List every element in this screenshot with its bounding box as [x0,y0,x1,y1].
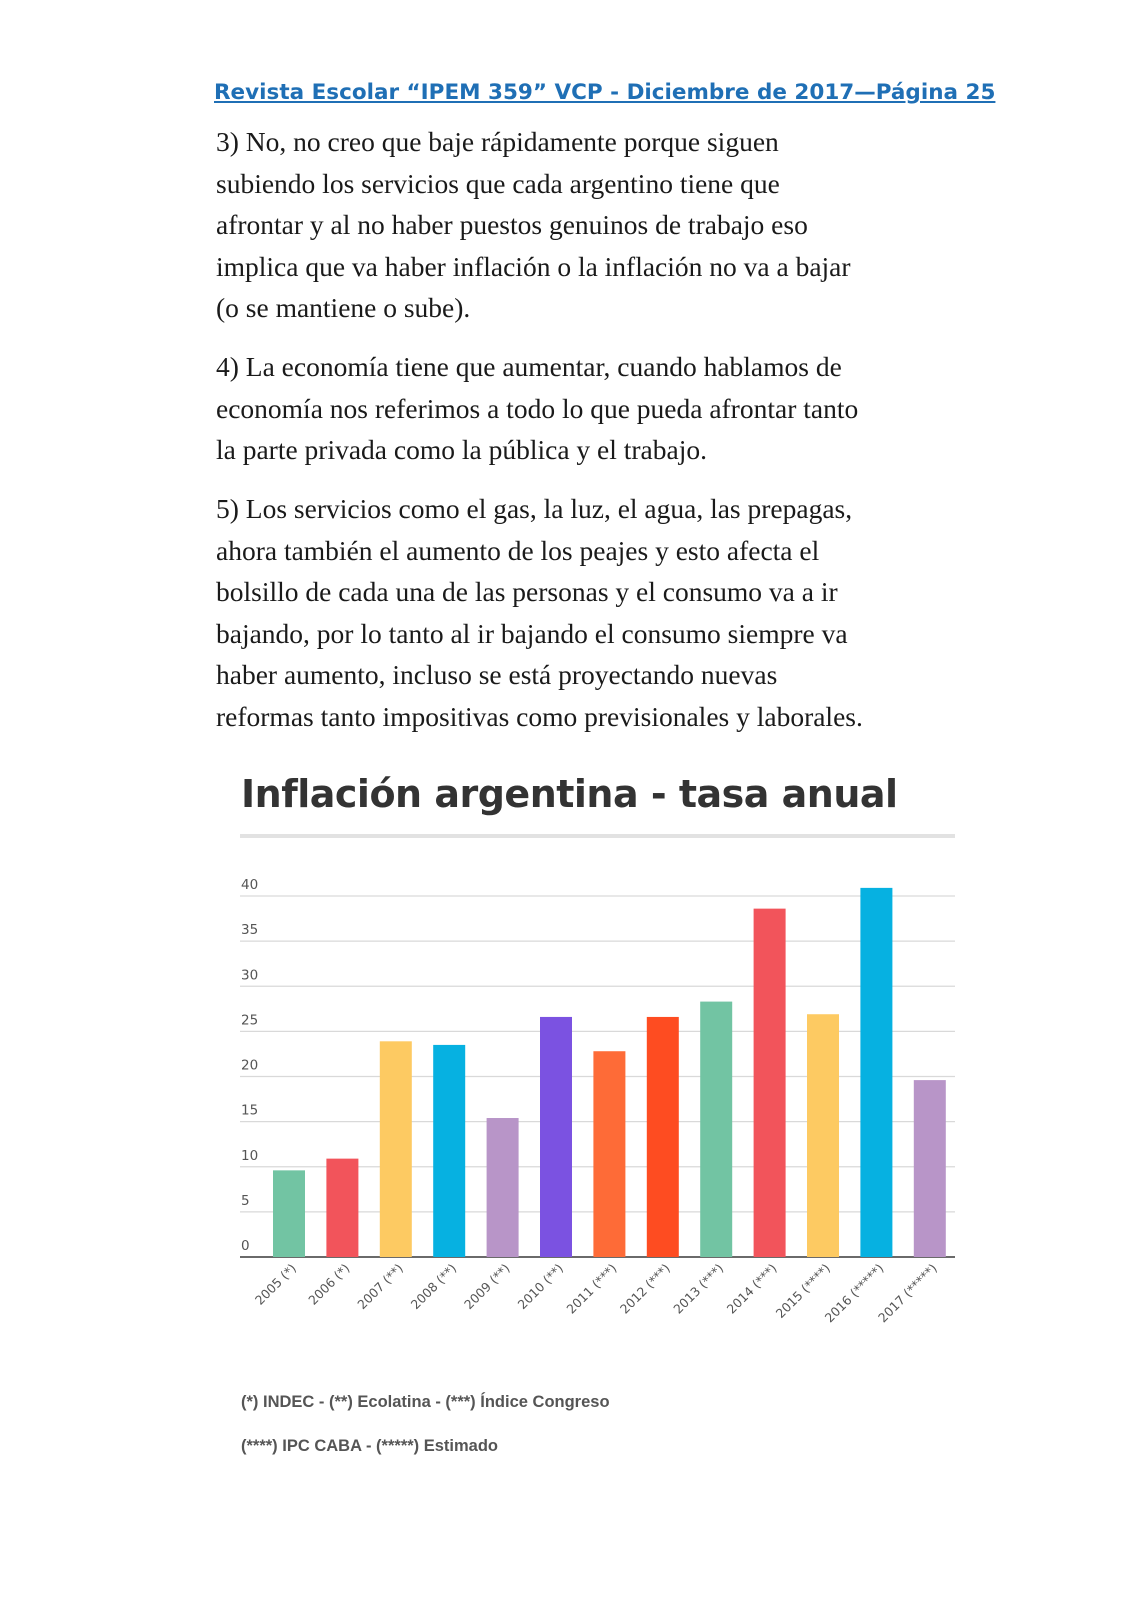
text-line: bolsillo de cada una de las personas y e… [216,576,838,607]
bar [540,1016,572,1257]
chart-source-note: (****) IPC CABA - (*****) Estimado [241,1437,499,1455]
bar [379,1041,412,1257]
y-tick-label: 30 [241,967,258,983]
x-tick-label: 2013 (***) [670,1261,726,1317]
text-line: 5) Los servicios como el gas, la luz, el… [216,493,853,524]
y-tick-label: 10 [241,1148,258,1164]
text-line: haber aumento, incluso se está proyectan… [216,659,778,690]
text-line: subiendo los servicios que cada argentin… [216,167,780,199]
bar [700,1001,733,1257]
y-axis-ticks: 0 5 10 15 20 25 30 35 40 [241,877,258,1254]
x-tick-label: 2011 (***) [563,1261,619,1317]
title-divider [240,834,955,838]
x-tick-label: 2009 (**) [461,1261,513,1313]
bar [486,1118,519,1257]
text-line: 3) No, no creo que baje rápidamente porq… [216,126,779,157]
bar [913,1080,946,1257]
chart-source-note: (*) INDEC - (**) Ecolatina - (***) Índic… [241,1393,610,1411]
text-line: 4) La economía tiene que aumentar, cuand… [216,351,842,382]
paragraph-5: 5) Los servicios como el gas, la luz, el… [216,488,976,737]
text-line: economía nos referimos a todo lo que pue… [216,392,859,424]
y-tick-label: 0 [241,1238,250,1254]
chart-title: Inflación argentina - tasa anual [241,772,898,816]
bar [860,887,893,1257]
text-line: implica que va haber inflación o la infl… [216,250,851,282]
text-line: reformas tanto impositivas como previsio… [216,700,863,732]
text-line: (o se mantiene o sube). [216,292,471,323]
y-tick-label: 35 [241,922,258,938]
bar [433,1044,466,1257]
bar [326,1158,359,1257]
y-tick-label: 20 [241,1058,258,1074]
page-header[interactable]: Revista Escolar “IPEM 359” VCP - Diciemb… [214,80,996,105]
text-line: afrontar y al no haber puestos genuinos … [216,209,808,240]
bar [807,1014,839,1257]
x-tick-label: 2010 (**) [514,1261,566,1313]
bar [753,908,786,1257]
x-tick-label: 2014 (***) [724,1261,780,1317]
x-tick-label: 2006 (*) [305,1261,352,1308]
chart-bars [273,887,946,1257]
bar [593,1051,626,1257]
text-line: bajando, por lo tanto al ir bajando el c… [216,617,848,649]
x-tick-label: 2007 (**) [354,1261,406,1313]
y-tick-label: 15 [241,1103,258,1119]
x-tick-label: 2008 (**) [408,1261,460,1313]
y-tick-label: 25 [241,1012,258,1028]
y-tick-label: 40 [241,877,258,893]
bar [273,1170,305,1257]
text-line: la parte privada como la pública y el tr… [216,434,707,465]
x-tick-label: 2012 (***) [617,1261,673,1317]
paragraph-3: 3) No, no creo que baje rápidamente porq… [216,121,976,329]
x-axis-labels: 2005 (*) 2006 (*) 2007 (**) 2008 (**) 2009 (… [252,1261,940,1326]
bar [646,1016,679,1257]
x-tick-label: 2005 (*) [252,1261,299,1308]
y-tick-label: 5 [241,1193,250,1209]
paragraph-4: 4) La economía tiene que aumentar, cuand… [216,346,976,471]
text-line: ahora también el aumento de los peajes y… [216,534,820,566]
